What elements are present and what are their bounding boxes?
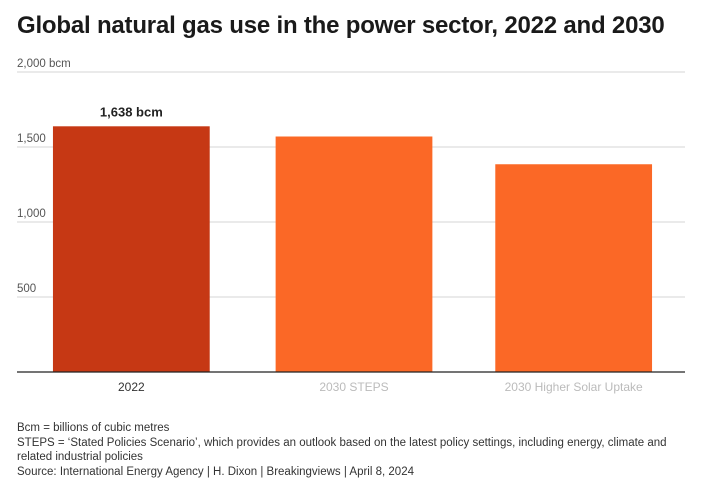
y-tick-label: 2,000 bcm xyxy=(17,58,71,70)
note-bcm: Bcm = billions of cubic metres xyxy=(17,422,170,434)
x-tick-label: 2022 xyxy=(118,380,145,394)
data-label: 1,638 bcm xyxy=(100,104,163,119)
y-tick-label: 500 xyxy=(17,283,36,295)
bar-chart: 500 1,000 1,500 2,000 bcm 1,638 bcm 2022 2030 … xyxy=(17,58,685,394)
bar xyxy=(495,164,653,372)
bar xyxy=(275,136,433,372)
y-tick-label: 1,500 xyxy=(17,133,46,145)
x-tick-label: 2030 STEPS xyxy=(319,380,388,394)
note-steps: STEPS = ‘Stated Policies Scenario’, whic… xyxy=(17,436,667,464)
chart-title: Global natural gas use in the power sect… xyxy=(17,12,665,39)
chart-notes: Bcm = billions of cubic metres STEPS = ‘… xyxy=(17,421,697,479)
bar xyxy=(52,126,210,372)
y-tick-label: 1,000 xyxy=(17,208,46,220)
x-tick-label: 2030 Higher Solar Uptake xyxy=(505,380,643,394)
note-source: Source: International Energy Agency | H.… xyxy=(17,465,414,478)
